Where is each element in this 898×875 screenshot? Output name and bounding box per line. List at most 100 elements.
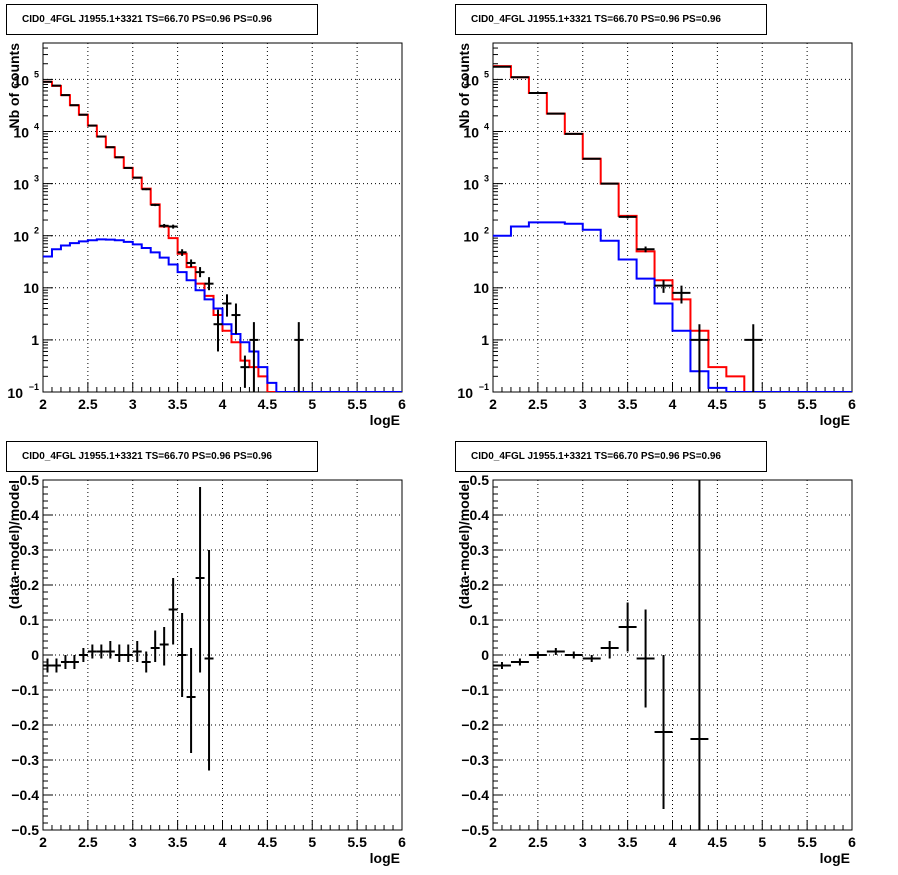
y-tick-label: −0.4 <box>11 787 39 803</box>
chart-title: CID0_4FGL J1955.1+3321 TS=66.70 PS=0.96 … <box>22 14 272 25</box>
y-tick-exponent: −1 <box>479 382 489 392</box>
data-point <box>87 124 97 127</box>
x-tick-label: 2.5 <box>78 396 98 412</box>
y-tick-label: 0 <box>31 647 39 663</box>
data-point <box>78 648 88 662</box>
y-tick-label: −0.1 <box>11 682 39 698</box>
x-tick-label: 3 <box>129 396 137 412</box>
y-tick-base: 10 <box>463 229 479 245</box>
y-tick-label: 0.1 <box>470 612 490 628</box>
x-tick-label: 4.5 <box>258 834 278 850</box>
data-point <box>582 157 601 160</box>
data-point <box>177 249 187 256</box>
x-axis-ticks <box>492 382 853 392</box>
data-point <box>60 94 70 97</box>
x-axis-label: logE <box>370 412 400 428</box>
y-axis-label: (data-model)/model <box>456 480 472 609</box>
x-tick-label: 3.5 <box>168 396 188 412</box>
y-axis-ticks <box>43 42 53 393</box>
data-layer <box>43 487 214 771</box>
x-tick-label: 3.5 <box>168 834 188 850</box>
x-axis-label: logE <box>370 850 400 866</box>
chart-panel-3: CID0_4FGL J1955.1+3321 TS=66.70 PS=0.96 … <box>455 441 856 866</box>
data-point <box>582 655 601 662</box>
y-axis-ticks <box>493 479 503 831</box>
y-tick-base: 10 <box>463 72 479 88</box>
y-tick-base: 10 <box>463 125 479 141</box>
data-point <box>528 91 547 94</box>
x-tick-label: 3.5 <box>618 396 638 412</box>
chart-panel-1: CID0_4FGL J1955.1+3321 TS=66.70 PS=0.96 … <box>455 4 856 428</box>
title-box <box>6 441 318 472</box>
data-point <box>690 480 709 830</box>
y-tick-exponent: 2 <box>34 226 39 236</box>
x-tick-label: 2 <box>489 396 497 412</box>
y-tick-label: 1 <box>481 332 489 348</box>
data-point <box>69 104 79 107</box>
x-tick-label: 2.5 <box>528 396 548 412</box>
y-tick-label: 0.2 <box>470 577 490 593</box>
y-tick-label: 0.3 <box>20 542 40 558</box>
data-point <box>636 609 655 708</box>
y-axis-ticks <box>43 479 53 831</box>
x-tick-label: 5 <box>758 396 766 412</box>
x-tick-label: 2 <box>39 834 47 850</box>
y-tick-label: −0.5 <box>11 822 39 838</box>
x-tick-label: 6 <box>398 396 406 412</box>
data-point <box>60 655 70 669</box>
x-tick-label: 6 <box>848 834 856 850</box>
y-tick-label: 0.1 <box>20 612 40 628</box>
data-point <box>672 285 691 304</box>
series-line-1 <box>43 238 402 392</box>
data-point <box>150 630 160 662</box>
x-tick-label: 4 <box>219 834 227 850</box>
x-tick-label: 6 <box>398 834 406 850</box>
y-tick-label: 0.4 <box>470 507 490 523</box>
data-point <box>204 550 214 771</box>
data-point <box>132 641 142 662</box>
data-point <box>132 176 142 179</box>
data-point <box>159 627 169 666</box>
x-tick-label: 5 <box>758 834 766 850</box>
series-line-0 <box>493 65 852 392</box>
x-tick-label: 5 <box>308 834 316 850</box>
data-point <box>600 641 619 659</box>
x-tick-label: 3.5 <box>618 834 638 850</box>
data-point <box>654 280 673 293</box>
y-tick-label: 0.5 <box>470 472 490 488</box>
data-layer <box>493 65 852 392</box>
y-axis-label: Nb of counts <box>456 43 472 129</box>
x-tick-label: 2.5 <box>528 834 548 850</box>
x-tick-label: 4 <box>669 834 677 850</box>
data-point <box>168 578 178 645</box>
data-point <box>546 648 565 655</box>
y-tick-label: 0 <box>481 647 489 663</box>
y-tick-label: −0.5 <box>461 822 489 838</box>
y-tick-label: −0.3 <box>461 752 489 768</box>
data-layer <box>493 480 709 830</box>
data-point <box>141 651 151 673</box>
data-point <box>168 224 178 229</box>
x-axis-label: logE <box>820 850 850 866</box>
chart-title: CID0_4FGL J1955.1+3321 TS=66.70 PS=0.96 … <box>471 14 721 25</box>
data-point <box>141 188 151 191</box>
data-point <box>528 651 547 659</box>
y-tick-label: 0.3 <box>470 542 490 558</box>
data-point <box>222 294 232 317</box>
y-tick-exponent: 3 <box>484 174 489 184</box>
chart-title: CID0_4FGL J1955.1+3321 TS=66.70 PS=0.96 … <box>22 451 272 462</box>
x-tick-label: 3 <box>579 396 587 412</box>
x-tick-label: 5 <box>308 396 316 412</box>
y-tick-base: 10 <box>13 177 29 193</box>
y-tick-label: 0.5 <box>20 472 40 488</box>
data-point <box>159 223 169 228</box>
series-line-0 <box>43 80 402 392</box>
data-point <box>177 613 187 697</box>
x-tick-label: 2 <box>489 834 497 850</box>
data-point <box>51 84 61 87</box>
data-point <box>51 658 61 673</box>
data-point <box>690 324 709 392</box>
x-axis-ticks <box>492 820 853 830</box>
data-point <box>105 641 115 659</box>
y-tick-exponent: 4 <box>484 122 489 132</box>
